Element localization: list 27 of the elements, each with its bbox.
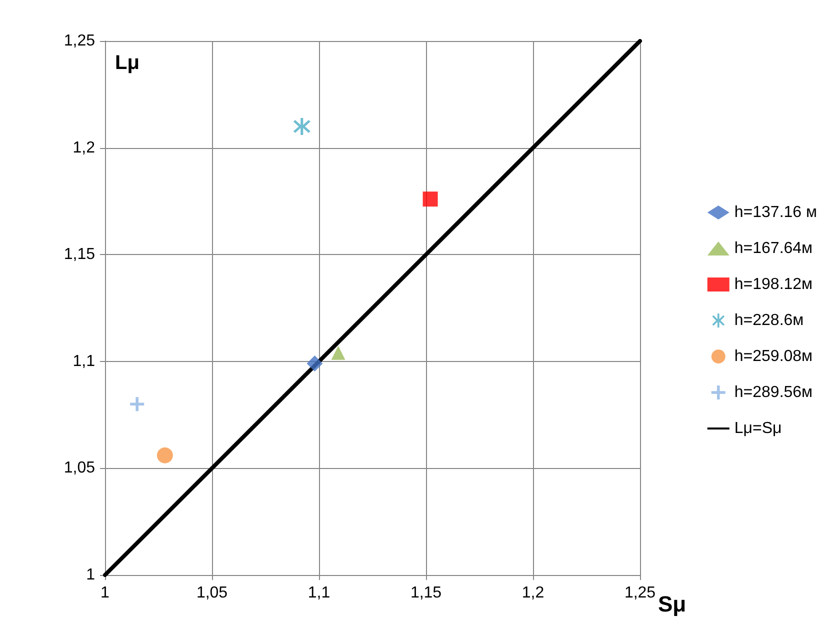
x-axis-title: Sμ — [658, 592, 686, 616]
x-tick-label: 1,05 — [196, 584, 228, 602]
x-tick-label: 1,2 — [522, 584, 544, 602]
x-tick-label: 1,15 — [410, 584, 442, 602]
x-tick-label: 1,1 — [308, 584, 330, 602]
y-tick-label: 1,05 — [64, 460, 96, 477]
legend-label: h=259.08м — [734, 348, 813, 365]
point — [306, 356, 323, 372]
y-tick-label: 1,25 — [64, 32, 96, 50]
point — [130, 397, 144, 412]
x-tick-label: 1 — [100, 584, 110, 602]
y-tick-label: 1,15 — [64, 246, 96, 264]
legend-label: h=137.16 м — [734, 204, 817, 221]
point — [293, 118, 310, 135]
legend-label: h=228.6м — [734, 312, 804, 329]
y-axis-title: Lμ — [115, 52, 140, 74]
legend-label: h=289.56м — [734, 384, 813, 401]
y-tick-label: 1,1 — [72, 352, 96, 370]
legend-label: Lμ=Sμ — [734, 420, 782, 437]
y-tick-label: 1 — [86, 566, 96, 584]
legend-label: h=167.64м — [734, 240, 813, 257]
point — [156, 447, 173, 464]
y-tick-label: 1,2 — [72, 139, 96, 156]
legend-label: h=198.12м — [734, 276, 813, 293]
point — [422, 192, 438, 207]
point — [331, 346, 346, 360]
x-tick-label: 1,25 — [624, 584, 656, 602]
